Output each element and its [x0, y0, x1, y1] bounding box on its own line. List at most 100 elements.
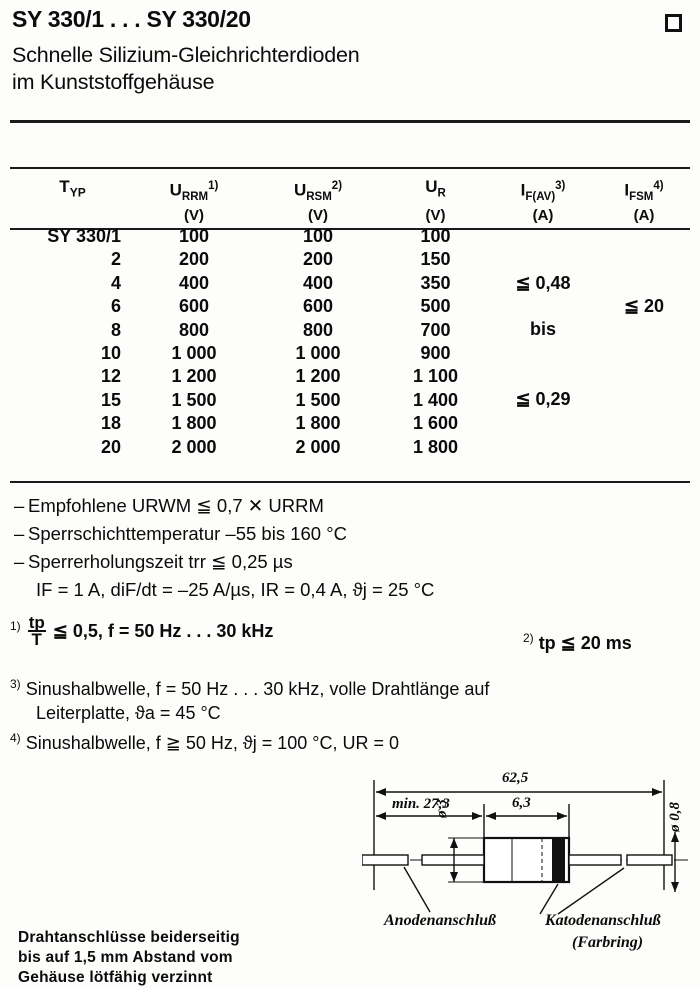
cell-typ: 2 — [110, 249, 121, 270]
table-row: 6 600 600 500 — [10, 295, 690, 318]
leader-cathode-1 — [539, 883, 559, 915]
cell-ursm: 2 000 — [295, 436, 341, 457]
page-subtitle: Schnelle Silizium-Gleichrichterdioden im… — [12, 42, 360, 96]
cell-typ: 6 — [110, 296, 121, 317]
col-unit-ifav: (A) — [532, 207, 554, 225]
duty-cycle-fraction: tp T — [27, 614, 46, 648]
leader-cathode-2 — [557, 867, 625, 915]
table-row: SY 330/1 100 100 100 ≦ 0,48 bis ≦ 0,29 ≦… — [10, 225, 690, 409]
col-unit-ursm: (V) — [308, 207, 328, 225]
lead-cathode-outer — [626, 854, 673, 866]
cell-typ: 15 — [100, 389, 121, 410]
cell-ur: 150 — [420, 249, 451, 270]
cell-typ: 18 — [100, 413, 121, 434]
cell-ursm: 1 500 — [295, 389, 341, 410]
subtitle-line-2: im Kunststoffgehäuse — [12, 70, 215, 94]
arrow-min-right — [472, 812, 482, 820]
cell-ursm: 1 000 — [295, 343, 341, 364]
cell-typ: 20 — [100, 436, 121, 457]
arrow-total-right — [652, 788, 662, 796]
footnote-2-marker: 2) — [523, 631, 534, 645]
divider-table-bottom — [10, 481, 690, 483]
dim-label-body: 6,3 — [512, 795, 531, 811]
dash-marker: – — [14, 495, 25, 516]
ursm-footnote-ref: 2) — [331, 180, 343, 192]
cell-ifav-group: ≦ 0,48 bis ≦ 0,29 — [488, 225, 598, 459]
cell-urrm: 1 800 — [171, 413, 217, 434]
cell-ursm: 1 800 — [295, 413, 341, 434]
col-header-ifav: IF(AV)3) — [488, 170, 598, 207]
cell-ifsm-group: ≦ 20 — [598, 225, 690, 459]
spec-item: – Empfohlene URWM ≦ 0,7 ✕ URRM — [14, 492, 690, 520]
ur-subscript: R — [437, 187, 446, 200]
spec-item: – Sperrschichttemperatur –55 bis 160 °C — [14, 520, 690, 548]
arrow-wire-top — [671, 832, 679, 842]
urrm-subscript: RRM — [181, 191, 209, 204]
footnote-2: 2) tp ≦ 20 ms — [523, 626, 632, 655]
ifsm-subscript: FSM — [629, 191, 654, 204]
table-row: 12 1 200 1 200 1 100 — [10, 365, 690, 388]
col-header-typ: TYP — [59, 177, 86, 200]
lead-cathode-inner — [568, 854, 622, 866]
cell-urrm: 800 — [178, 319, 210, 340]
arrow-body-left — [486, 812, 496, 820]
footnote-1-marker: 1) — [10, 619, 21, 633]
col-unit-urrm: (V) — [184, 207, 204, 225]
footnote-4: 4) Sinushalbwelle, f ≧ 50 Hz, ϑj = 100 °… — [10, 726, 399, 755]
drawing-svg — [361, 780, 692, 915]
spec-item: – Sperrerholungszeit trr ≦ 0,25 µs — [14, 548, 690, 576]
cell-ursm: 400 — [302, 272, 334, 293]
page-title: SY 330/1 . . . SY 330/20 — [12, 6, 251, 32]
col-header-typ-sub: YP — [69, 185, 86, 200]
cell-ursm: 200 — [302, 249, 334, 270]
cell-urrm: 1 200 — [171, 366, 217, 387]
cell-urrm: 100 — [178, 226, 210, 247]
footnote-3-marker: 3) — [10, 677, 21, 691]
cell-urrm: 200 — [178, 249, 210, 270]
cell-ursm: 100 — [302, 226, 334, 247]
cell-ur: 1 400 — [412, 389, 459, 410]
arrow-wire-bottom — [671, 882, 679, 892]
table-header-row-main: TYP URRM1) URSM2) UR IF(AV)3) IFSM4) — [10, 170, 690, 207]
cell-ur: 350 — [420, 272, 451, 293]
arrow-min-left — [376, 812, 386, 820]
ifsm-value: ≦ 20 — [623, 296, 665, 317]
ifsm-symbol: I — [624, 180, 630, 200]
ifav-symbol: I — [520, 180, 526, 200]
urrm-footnote-ref: 1) — [208, 180, 219, 192]
square-outline-icon — [665, 14, 682, 32]
lead-anode-inner — [421, 854, 485, 866]
subtitle-line-1: Schnelle Silizium-Gleichrichterdioden — [12, 43, 360, 67]
col-header-ifsm: IFSM4) — [598, 170, 690, 207]
arrow-dia-top — [450, 838, 458, 848]
spec-list: – Empfohlene URWM ≦ 0,7 ✕ URRM – Sperrschi… — [14, 492, 690, 604]
ifav-middle: bis — [529, 319, 556, 340]
label-anode-terminal: Anodenanschluß — [384, 912, 497, 929]
table-row: 18 1 800 1 800 1 600 — [10, 412, 690, 435]
col-unit-ur: (V) — [425, 207, 446, 225]
table-row: 8 800 800 700 — [10, 319, 690, 342]
footnote-3-text-2: Leiterplatte, ϑa = 45 °C — [36, 703, 221, 723]
table-header: TYP URRM1) URSM2) UR IF(AV)3) IFSM4) (V)… — [10, 170, 690, 225]
ifav-upper: ≦ 0,48 — [515, 273, 571, 294]
cell-ur: 1 600 — [412, 413, 459, 434]
divider-top — [10, 120, 690, 123]
cell-ursm: 800 — [302, 319, 334, 340]
dim-label-min-lead: min. 27,3 — [392, 796, 450, 812]
leader-anode — [403, 866, 431, 913]
col-header-ursm: URSM2) — [253, 170, 383, 207]
col-unit-ifsm: (A) — [633, 207, 655, 225]
cell-typ: 12 — [100, 366, 121, 387]
dash-marker: – — [14, 551, 25, 572]
dash-marker: – — [14, 523, 25, 544]
urrm-symbol: U — [169, 180, 182, 200]
cell-ur: 500 — [420, 296, 451, 317]
footnote-4-marker: 4) — [10, 731, 21, 745]
footnote-3: 3) Sinushalbwelle, f = 50 Hz . . . 30 kH… — [10, 672, 692, 725]
col-unit-typ — [10, 207, 135, 225]
ifav-subscript: F(AV) — [525, 191, 556, 204]
arrow-total-left — [376, 788, 386, 796]
cathode-band — [552, 838, 565, 882]
table-row: 2 200 200 150 — [10, 248, 690, 271]
